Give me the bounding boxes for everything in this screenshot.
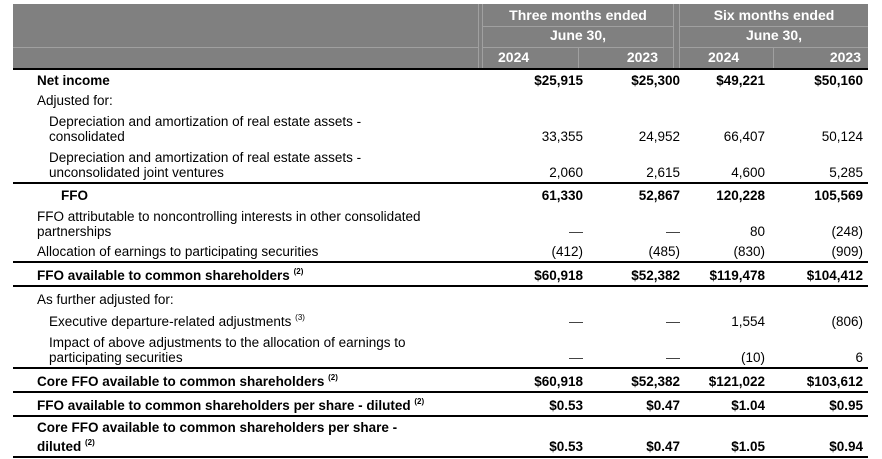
value-cell: 33,355 <box>541 129 583 144</box>
value-cell: $50,160 <box>814 73 863 88</box>
period-label: Three months ended <box>509 7 647 23</box>
footnote-marker: (2) <box>414 397 425 406</box>
value-cell: $119,478 <box>709 268 765 283</box>
value-cell: 5,285 <box>829 165 863 180</box>
value-cell: 50,124 <box>821 129 863 144</box>
value-cell: $103,612 <box>806 374 863 389</box>
value-cell: 105,569 <box>814 188 863 203</box>
value-cell: 2,060 <box>549 165 583 180</box>
period-date: June 30, <box>745 27 803 43</box>
table-row: Allocation of earnings to participating … <box>13 241 868 261</box>
value-cell <box>666 224 680 239</box>
table-row: As further adjusted for: <box>13 285 868 309</box>
period-label: Six months ended <box>713 7 835 23</box>
row-label: Net income <box>37 73 110 88</box>
value-cell: 6 <box>855 350 863 365</box>
value-cell: $60,918 <box>534 268 583 283</box>
table-row: Core FFO available to common shareholder… <box>13 415 868 458</box>
period-date: June 30, <box>549 27 607 43</box>
value-cell: (412) <box>551 244 583 259</box>
table-row: Adjusted for: <box>13 90 868 110</box>
value-cell: 4,600 <box>731 165 765 180</box>
value-cell: $25,300 <box>631 73 680 88</box>
value-cell: $0.47 <box>646 398 680 413</box>
value-cell: $1.04 <box>731 398 765 413</box>
value-cell <box>569 314 583 329</box>
row-label: FFO available to common shareholders (2) <box>37 267 304 283</box>
year-header: 2024 <box>708 49 740 65</box>
value-cell <box>569 350 583 365</box>
value-cell: (248) <box>831 224 863 239</box>
value-cell: 61,330 <box>541 188 583 203</box>
value-cell <box>569 224 583 239</box>
value-cell: $1.05 <box>731 439 765 454</box>
year-header: 2023 <box>829 49 861 65</box>
year-header: 2024 <box>498 49 530 65</box>
three-months-header: Three months ended June 30, <box>483 7 673 43</box>
row-label: Executive departure-related adjustments … <box>49 313 305 329</box>
value-cell: $0.94 <box>829 439 863 454</box>
row-label: As further adjusted for: <box>37 292 174 307</box>
table-row: Net income $25,915 $25,300 $49,221 $50,160 <box>13 70 868 90</box>
value-cell: $0.95 <box>829 398 863 413</box>
dash-placeholder <box>569 357 583 359</box>
value-cell: 1,554 <box>731 314 765 329</box>
dash-placeholder <box>666 357 680 359</box>
table-row: Depreciation and amortization of real es… <box>13 110 868 146</box>
table-row: Core FFO available to common shareholder… <box>13 367 868 391</box>
footnote-marker: (2) <box>293 267 304 276</box>
value-cell: 80 <box>749 224 765 239</box>
row-label: Adjusted for: <box>37 93 113 108</box>
value-cell: (485) <box>648 244 680 259</box>
six-months-header: Six months ended June 30, <box>680 7 868 43</box>
value-cell: $104,412 <box>806 268 863 283</box>
value-cell: $0.53 <box>549 398 583 413</box>
value-cell: $121,022 <box>708 374 765 389</box>
value-cell: 24,952 <box>638 129 680 144</box>
value-cell: $52,382 <box>631 374 680 389</box>
value-cell: $60,918 <box>534 374 583 389</box>
value-cell: $0.53 <box>549 439 583 454</box>
table-row: FFO available to common shareholders per… <box>13 391 868 415</box>
row-label: FFO <box>61 188 88 203</box>
row-label: FFO available to common shareholders per… <box>37 397 425 413</box>
value-cell: (806) <box>831 314 863 329</box>
table-header: Three months ended June 30, Six months e… <box>13 4 868 68</box>
dash-placeholder <box>569 321 583 323</box>
value-cell: $49,221 <box>716 73 765 88</box>
value-cell: 120,228 <box>716 188 765 203</box>
row-label: Core FFO available to common shareholder… <box>37 420 398 454</box>
value-cell <box>666 314 680 329</box>
value-cell: 66,407 <box>723 129 765 144</box>
value-cell: $25,915 <box>534 73 583 88</box>
value-cell: (909) <box>831 244 863 259</box>
value-cell: (830) <box>733 244 765 259</box>
value-cell: 52,867 <box>638 188 680 203</box>
dash-placeholder <box>569 231 583 233</box>
table-row: FFO 61,330 52,867 120,228 105,569 <box>13 182 868 205</box>
dash-placeholder <box>666 231 680 233</box>
value-cell: $0.47 <box>646 439 680 454</box>
row-label: Depreciation and amortization of real es… <box>49 114 362 144</box>
footnote-marker: (2) <box>85 438 95 447</box>
row-label: Core FFO available to common shareholder… <box>37 373 338 389</box>
value-cell: $52,382 <box>631 268 680 283</box>
table-row: Executive departure-related adjustments … <box>13 309 868 331</box>
table-row: FFO available to common shareholders (2)… <box>13 261 868 285</box>
value-cell <box>666 350 680 365</box>
year-header: 2023 <box>626 49 658 65</box>
ffo-reconciliation-table: Three months ended June 30, Six months e… <box>13 4 868 458</box>
row-label: FFO attributable to noncontrolling inter… <box>37 209 421 239</box>
table-row: FFO attributable to noncontrolling inter… <box>13 205 868 241</box>
row-label: Impact of above adjustments to the alloc… <box>49 335 406 365</box>
row-label: Depreciation and amortization of real es… <box>49 150 362 180</box>
footnote-marker: (3) <box>295 313 305 322</box>
table-row: Depreciation and amortization of real es… <box>13 146 868 182</box>
value-cell: (10) <box>740 350 765 365</box>
table-row: Impact of above adjustments to the alloc… <box>13 331 868 367</box>
value-cell: 2,615 <box>646 165 680 180</box>
footnote-marker: (2) <box>328 373 338 382</box>
row-label: Allocation of earnings to participating … <box>37 244 319 259</box>
dash-placeholder <box>666 321 680 323</box>
